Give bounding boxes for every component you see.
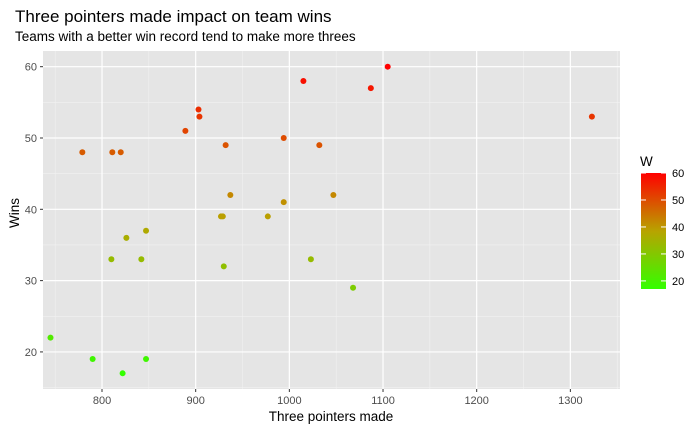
x-tick-label: 1300: [558, 395, 582, 407]
chart-title: Three pointers made impact on team wins: [15, 7, 332, 26]
data-point: [220, 263, 227, 270]
y-tick-label: 60: [25, 62, 37, 74]
data-point: [182, 127, 189, 134]
data-point: [138, 256, 145, 263]
data-point: [119, 370, 126, 377]
y-tick-label: 20: [25, 347, 37, 359]
data-point: [350, 284, 357, 291]
legend-tick-label: 60: [672, 168, 684, 180]
data-points: [47, 63, 595, 377]
data-point: [108, 256, 115, 263]
data-point: [588, 113, 595, 120]
data-point: [219, 213, 226, 220]
x-tick-label: 1100: [371, 395, 395, 407]
data-point: [384, 63, 391, 70]
data-point: [123, 234, 130, 241]
x-tick-label: 900: [187, 395, 205, 407]
data-point: [196, 113, 203, 120]
data-point: [367, 85, 374, 92]
y-axis-title: Wins: [7, 198, 22, 228]
x-tick-label: 800: [93, 395, 111, 407]
legend-tick-label: 40: [672, 222, 684, 234]
data-point: [227, 192, 234, 199]
data-point: [195, 106, 202, 113]
x-tick-label: 1000: [277, 395, 301, 407]
data-point: [109, 149, 116, 156]
data-point: [79, 149, 86, 156]
x-axis-title: Three pointers made: [269, 409, 394, 424]
data-point: [143, 227, 150, 234]
grid-lines: [43, 51, 620, 389]
legend-ticks: 20 30 40 50 60: [641, 168, 684, 288]
data-point: [307, 256, 314, 263]
data-point: [300, 77, 307, 84]
data-point: [47, 334, 54, 341]
x-tick-label: 1200: [464, 395, 488, 407]
x-axis-ticks: 800 900 1000 1100 1200 1300: [93, 389, 583, 407]
chart-subtitle: Teams with a better win record tend to m…: [15, 29, 356, 44]
legend-tick-label: 20: [672, 276, 684, 288]
legend-tick-label: 30: [672, 249, 684, 261]
plot-panel: [43, 51, 620, 389]
legend-title: W: [640, 154, 653, 169]
data-point: [222, 142, 229, 149]
data-point: [280, 199, 287, 206]
y-tick-label: 30: [25, 276, 37, 288]
data-point: [143, 356, 150, 363]
legend-color-bar: [641, 173, 666, 289]
data-point: [117, 149, 124, 156]
y-tick-label: 50: [25, 133, 37, 145]
data-point: [280, 134, 287, 141]
data-point: [330, 192, 337, 199]
data-point: [316, 142, 323, 149]
data-point: [89, 356, 96, 363]
y-axis-ticks: 20 30 40 50 60: [25, 62, 43, 359]
data-point: [264, 213, 271, 220]
legend-tick-label: 50: [672, 195, 684, 207]
y-tick-label: 40: [25, 204, 37, 216]
